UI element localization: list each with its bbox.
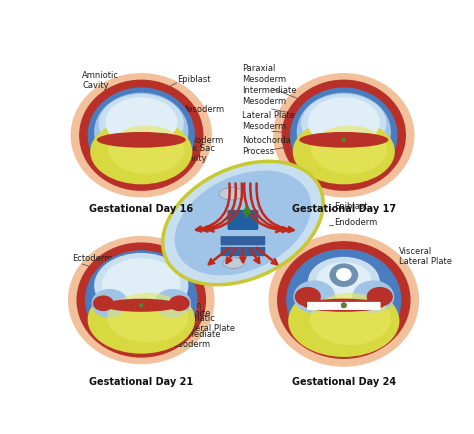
- FancyArrowPatch shape: [209, 248, 229, 264]
- Polygon shape: [153, 135, 163, 145]
- Ellipse shape: [71, 73, 212, 197]
- Ellipse shape: [91, 289, 128, 318]
- Ellipse shape: [88, 286, 195, 354]
- Ellipse shape: [297, 93, 391, 171]
- FancyArrowPatch shape: [240, 249, 246, 262]
- Polygon shape: [322, 135, 333, 145]
- Ellipse shape: [85, 250, 198, 350]
- FancyBboxPatch shape: [228, 210, 258, 230]
- Ellipse shape: [99, 94, 184, 153]
- Text: Gestational Day 16: Gestational Day 16: [89, 204, 193, 214]
- Ellipse shape: [269, 233, 419, 367]
- Text: Ectoderm: Ectoderm: [73, 254, 113, 263]
- Ellipse shape: [341, 137, 346, 142]
- Ellipse shape: [341, 302, 346, 308]
- Ellipse shape: [90, 119, 192, 184]
- Ellipse shape: [311, 125, 387, 174]
- Ellipse shape: [352, 280, 394, 313]
- Ellipse shape: [139, 302, 144, 308]
- Ellipse shape: [175, 171, 311, 276]
- Ellipse shape: [277, 241, 410, 359]
- Text: Lateral Plate
Mesoderm: Lateral Plate Mesoderm: [242, 111, 295, 131]
- Ellipse shape: [286, 249, 401, 351]
- Ellipse shape: [105, 97, 177, 147]
- FancyArrowPatch shape: [256, 184, 293, 232]
- Ellipse shape: [88, 88, 195, 183]
- Ellipse shape: [303, 299, 384, 312]
- Ellipse shape: [316, 262, 371, 299]
- Ellipse shape: [307, 118, 335, 142]
- Text: Epiblast: Epiblast: [177, 75, 211, 84]
- Ellipse shape: [79, 79, 203, 191]
- Ellipse shape: [295, 287, 321, 306]
- FancyArrowPatch shape: [250, 184, 287, 232]
- Ellipse shape: [293, 280, 335, 313]
- Ellipse shape: [68, 236, 215, 364]
- Polygon shape: [338, 135, 349, 145]
- Polygon shape: [136, 135, 146, 145]
- Ellipse shape: [293, 119, 395, 184]
- Ellipse shape: [102, 258, 181, 310]
- FancyBboxPatch shape: [307, 302, 381, 310]
- FancyArrowPatch shape: [244, 184, 281, 232]
- Text: Gestational Day 17: Gestational Day 17: [292, 204, 396, 214]
- Ellipse shape: [93, 296, 114, 311]
- Text: Epiblast: Epiblast: [334, 202, 367, 211]
- Text: Gestational Day 21: Gestational Day 21: [89, 377, 193, 387]
- Ellipse shape: [94, 93, 188, 171]
- Ellipse shape: [336, 268, 352, 281]
- FancyBboxPatch shape: [220, 236, 265, 245]
- Ellipse shape: [299, 132, 388, 148]
- Text: Intermediate
Mesoderm: Intermediate Mesoderm: [242, 86, 297, 106]
- Text: Endoderm: Endoderm: [158, 301, 201, 310]
- Ellipse shape: [94, 253, 188, 319]
- Ellipse shape: [288, 285, 400, 357]
- Ellipse shape: [103, 299, 179, 312]
- Ellipse shape: [329, 263, 358, 287]
- Text: Somatic
Lateral Plate: Somatic Lateral Plate: [182, 314, 235, 333]
- Text: Mesoderm: Mesoderm: [181, 105, 225, 114]
- FancyArrowPatch shape: [256, 248, 277, 264]
- Text: Amniotic
Cavity: Amniotic Cavity: [82, 71, 119, 90]
- Ellipse shape: [308, 257, 380, 306]
- Ellipse shape: [352, 118, 381, 142]
- Text: Yolk Sac
Cavity: Yolk Sac Cavity: [181, 144, 214, 164]
- Ellipse shape: [219, 187, 244, 200]
- FancyArrowPatch shape: [244, 207, 249, 217]
- Text: Paraxial
Mesoderm: Paraxial Mesoderm: [242, 64, 286, 84]
- Ellipse shape: [107, 293, 188, 342]
- Ellipse shape: [310, 293, 391, 345]
- Ellipse shape: [273, 73, 414, 197]
- Ellipse shape: [169, 296, 190, 311]
- FancyArrowPatch shape: [196, 184, 230, 231]
- Text: Somite: Somite: [182, 309, 211, 319]
- Ellipse shape: [109, 125, 184, 174]
- Ellipse shape: [282, 79, 406, 191]
- Ellipse shape: [308, 97, 380, 147]
- Ellipse shape: [301, 94, 386, 153]
- Ellipse shape: [290, 88, 398, 183]
- Polygon shape: [355, 135, 365, 145]
- FancyArrowPatch shape: [250, 249, 259, 263]
- FancyArrowPatch shape: [202, 184, 236, 231]
- Ellipse shape: [367, 287, 393, 306]
- Ellipse shape: [163, 161, 323, 285]
- Ellipse shape: [155, 289, 191, 318]
- Polygon shape: [120, 135, 130, 145]
- Text: Intermediate
Mesoderm: Intermediate Mesoderm: [166, 330, 221, 349]
- Text: Notochordal
Process: Notochordal Process: [242, 136, 293, 155]
- Text: Endoderm: Endoderm: [334, 217, 377, 227]
- Text: Visceral
Lateral Plate: Visceral Lateral Plate: [400, 247, 452, 266]
- Text: Gestational Day 24: Gestational Day 24: [292, 377, 396, 387]
- FancyArrowPatch shape: [209, 184, 242, 231]
- Ellipse shape: [76, 243, 206, 358]
- FancyArrowPatch shape: [227, 249, 236, 263]
- Ellipse shape: [97, 132, 186, 148]
- FancyBboxPatch shape: [220, 247, 265, 256]
- Text: Endoderm: Endoderm: [181, 136, 224, 145]
- Ellipse shape: [223, 258, 245, 269]
